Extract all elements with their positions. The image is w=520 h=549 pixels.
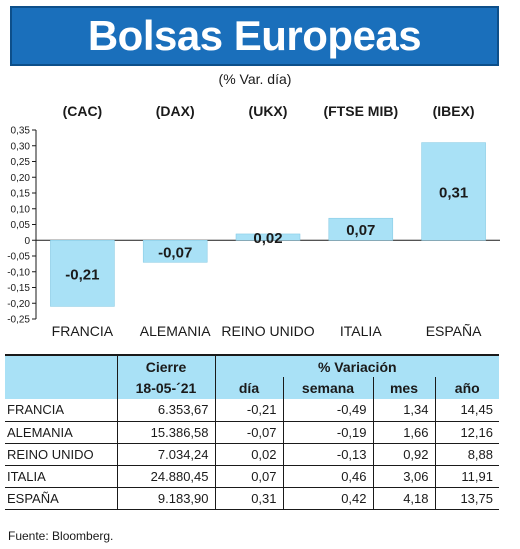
header-variacion: % Variación	[214, 355, 499, 377]
table-row: ESPAÑA 9.183,90 0,31 0,42 4,18 13,75	[5, 487, 499, 510]
index-label: (CAC)	[63, 103, 103, 119]
table-row: ALEMANIA 15.386,58 -0,07 -0,19 1,66 12,1…	[5, 421, 499, 444]
chart-subtitle: (% Var. día)	[218, 71, 292, 87]
bar-value-label: 0,31	[439, 184, 468, 201]
bar-españa	[421, 142, 486, 241]
row-ano: 8,88	[434, 443, 499, 466]
category-label: ESPAÑA	[426, 323, 482, 339]
y-tick-label: -0,20	[7, 299, 30, 310]
row-mes: 0,92	[372, 443, 435, 466]
index-label: (DAX)	[156, 103, 195, 119]
chart-svg: 0,35 0,30 0,25 0,20 0,15 0,10 0,05 0 -0,05 -0,10 -…	[7, 103, 500, 339]
y-tick-label: 0,10	[11, 204, 31, 215]
row-semana: -0,49	[282, 399, 373, 422]
index-label: (FTSE MIB)	[323, 103, 398, 119]
row-name: ALEMANIA	[5, 421, 117, 444]
row-dia: 0,02	[214, 443, 283, 466]
row-name: ITALIA	[5, 465, 117, 488]
y-tick-label: -0,15	[7, 283, 30, 294]
row-name: REINO UNIDO	[5, 443, 117, 466]
row-semana: 0,42	[282, 487, 373, 510]
row-semana: 0,46	[282, 465, 373, 488]
y-tick-label: 0	[24, 236, 30, 247]
row-name: FRANCIA	[5, 399, 117, 422]
y-tick-label: 0,30	[11, 141, 31, 152]
page-title: Bolsas Europeas	[87, 12, 422, 59]
y-tick-label: 0,15	[11, 189, 31, 200]
bar-value-label: -0,07	[158, 244, 192, 261]
header-semana: semana	[282, 377, 373, 399]
row-ano: 13,75	[434, 487, 499, 510]
y-tick-label: 0,05	[11, 220, 31, 231]
header-mes: mes	[372, 377, 435, 399]
row-ano: 11,91	[434, 465, 499, 488]
header-ano: año	[434, 377, 499, 399]
bar-chart: 0,35 0,30 0,25 0,20 0,15 0,10 0,05 0 -0,05 -0,10 -…	[0, 94, 510, 344]
bar-value-label: -0,21	[65, 266, 99, 283]
y-tick-label: 0,25	[11, 157, 31, 168]
row-cierre: 9.183,90	[116, 487, 215, 510]
header-date: 18-05-´21	[116, 377, 215, 399]
table-row: REINO UNIDO 7.034,24 0,02 -0,13 0,92 8,8…	[5, 443, 499, 466]
row-mes: 1,66	[372, 421, 435, 444]
bar-value-label: 0,02	[253, 230, 282, 247]
bar-reino-unido	[235, 233, 301, 241]
table-row: FRANCIA 6.353,67 -0,21 -0,49 1,34 14,45	[5, 399, 499, 422]
header-cierre: Cierre	[116, 355, 215, 377]
row-semana: -0,13	[282, 443, 373, 466]
category-label: FRANCIA	[52, 323, 114, 339]
row-mes: 1,34	[372, 399, 435, 422]
index-label: (IBEX)	[433, 103, 475, 119]
title-bar: Bolsas Europeas	[10, 6, 499, 66]
row-ano: 14,45	[434, 399, 499, 422]
row-cierre: 7.034,24	[116, 443, 215, 466]
y-tick-label: 0,35	[11, 126, 31, 137]
table-corner-sub	[5, 377, 117, 399]
row-cierre: 6.353,67	[116, 399, 215, 422]
row-ano: 12,16	[434, 421, 499, 444]
row-dia: -0,21	[214, 399, 283, 422]
market-table: Cierre % Variación 18-05-´21 día semana …	[5, 354, 499, 510]
bar-alemania	[142, 240, 208, 263]
index-label: (UKX)	[249, 103, 288, 119]
row-dia: 0,07	[214, 465, 283, 488]
header-dia: día	[214, 377, 283, 399]
table-row: ITALIA 24.880,45 0,07 0,46 3,06 11,91	[5, 465, 499, 488]
row-dia: -0,07	[214, 421, 283, 444]
row-name: ESPAÑA	[5, 487, 117, 510]
table-corner	[5, 355, 117, 377]
category-label: ALEMANIA	[140, 323, 211, 339]
y-tick-label: -0,25	[7, 315, 30, 326]
bar-italia	[328, 217, 394, 241]
y-tick-label: -0,05	[7, 252, 30, 263]
row-cierre: 15.386,58	[116, 421, 215, 444]
y-tick-label: 0,20	[11, 173, 31, 184]
category-label: ITALIA	[340, 323, 382, 339]
source-note: Fuente: Bloomberg.	[8, 529, 114, 543]
row-cierre: 24.880,45	[116, 465, 215, 488]
row-semana: -0,19	[282, 421, 373, 444]
bar-value-label: 0,07	[346, 222, 375, 239]
y-tick-label: -0,10	[7, 267, 30, 278]
row-mes: 3,06	[372, 465, 435, 488]
bar-francia	[50, 240, 115, 307]
category-label: REINO UNIDO	[221, 323, 314, 339]
row-mes: 4,18	[372, 487, 435, 510]
row-dia: 0,31	[214, 487, 283, 510]
